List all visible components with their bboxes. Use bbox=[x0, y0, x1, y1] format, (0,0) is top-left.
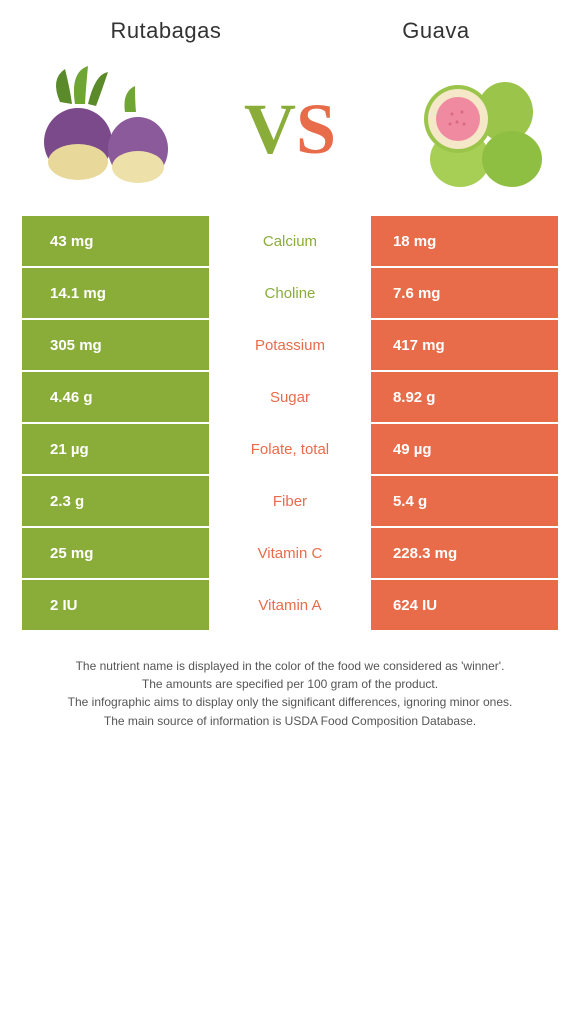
right-value: 8.92 g bbox=[371, 372, 558, 422]
left-value: 2 IU bbox=[22, 580, 209, 630]
nutrient-label: Sugar bbox=[211, 372, 369, 422]
left-value: 2.3 g bbox=[22, 476, 209, 526]
footer-line-2: The amounts are specified per 100 gram o… bbox=[34, 676, 546, 692]
nutrient-label: Fiber bbox=[211, 476, 369, 526]
vs-v: V bbox=[244, 89, 296, 169]
table-row: 305 mgPotassium417 mg bbox=[22, 320, 558, 370]
table-row: 14.1 mgCholine7.6 mg bbox=[22, 268, 558, 318]
right-value: 7.6 mg bbox=[371, 268, 558, 318]
table-row: 43 mgCalcium18 mg bbox=[22, 216, 558, 266]
vs-label: VS bbox=[244, 88, 336, 171]
nutrient-label: Vitamin A bbox=[211, 580, 369, 630]
table-row: 2.3 gFiber5.4 g bbox=[22, 476, 558, 526]
left-value: 4.46 g bbox=[22, 372, 209, 422]
vs-s: S bbox=[296, 89, 336, 169]
right-value: 49 µg bbox=[371, 424, 558, 474]
header-row: Rutabagas Guava bbox=[0, 0, 580, 54]
left-value: 25 mg bbox=[22, 528, 209, 578]
right-food-title: Guava bbox=[402, 18, 469, 44]
right-value: 228.3 mg bbox=[371, 528, 558, 578]
table-row: 25 mgVitamin C228.3 mg bbox=[22, 528, 558, 578]
hero-row: VS bbox=[0, 54, 580, 214]
footer-line-3: The infographic aims to display only the… bbox=[34, 694, 546, 710]
right-value: 624 IU bbox=[371, 580, 558, 630]
right-value: 18 mg bbox=[371, 216, 558, 266]
right-value: 5.4 g bbox=[371, 476, 558, 526]
left-value: 14.1 mg bbox=[22, 268, 209, 318]
nutrient-label: Folate, total bbox=[211, 424, 369, 474]
footer-notes: The nutrient name is displayed in the co… bbox=[0, 632, 580, 759]
nutrient-label: Choline bbox=[211, 268, 369, 318]
table-row: 4.46 gSugar8.92 g bbox=[22, 372, 558, 422]
left-value: 43 mg bbox=[22, 216, 209, 266]
left-food-title: Rutabagas bbox=[110, 18, 221, 44]
left-value: 305 mg bbox=[22, 320, 209, 370]
table-row: 2 IUVitamin A624 IU bbox=[22, 580, 558, 630]
nutrient-label: Calcium bbox=[211, 216, 369, 266]
left-value: 21 µg bbox=[22, 424, 209, 474]
rutabaga-image bbox=[30, 64, 180, 194]
nutrient-label: Vitamin C bbox=[211, 528, 369, 578]
nutrient-label: Potassium bbox=[211, 320, 369, 370]
table-row: 21 µgFolate, total49 µg bbox=[22, 424, 558, 474]
comparison-table: 43 mgCalcium18 mg14.1 mgCholine7.6 mg305… bbox=[20, 214, 560, 632]
guava-image bbox=[400, 64, 550, 194]
footer-line-1: The nutrient name is displayed in the co… bbox=[34, 658, 546, 674]
footer-line-4: The main source of information is USDA F… bbox=[34, 713, 546, 729]
right-value: 417 mg bbox=[371, 320, 558, 370]
